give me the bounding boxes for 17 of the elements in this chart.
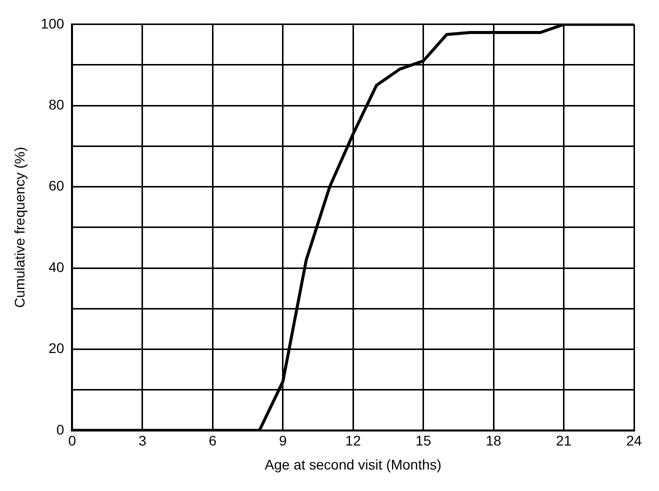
y-tick-label: 100 xyxy=(40,15,64,32)
y-axis-title: Cumulative frequency (%) xyxy=(11,146,28,308)
y-tick-label: 40 xyxy=(48,258,64,275)
y-tick-label: 80 xyxy=(48,96,64,112)
y-tick-label: 20 xyxy=(48,340,64,356)
x-tick-label: 12 xyxy=(345,432,362,449)
x-tick-label: 21 xyxy=(556,432,572,449)
x-tick-label: 9 xyxy=(278,432,287,449)
y-tick-label: 0 xyxy=(56,421,64,438)
x-tick-label: 6 xyxy=(208,432,217,449)
x-tick-label: 0 xyxy=(68,432,76,449)
x-tick-label: 3 xyxy=(138,432,146,449)
x-tick-label: 18 xyxy=(486,432,502,449)
x-tick-label: 15 xyxy=(416,432,432,449)
y-tick-label: 60 xyxy=(48,178,64,194)
x-axis-title: Age at second visit (Months) xyxy=(264,456,442,472)
x-tick-label: 24 xyxy=(626,432,642,449)
